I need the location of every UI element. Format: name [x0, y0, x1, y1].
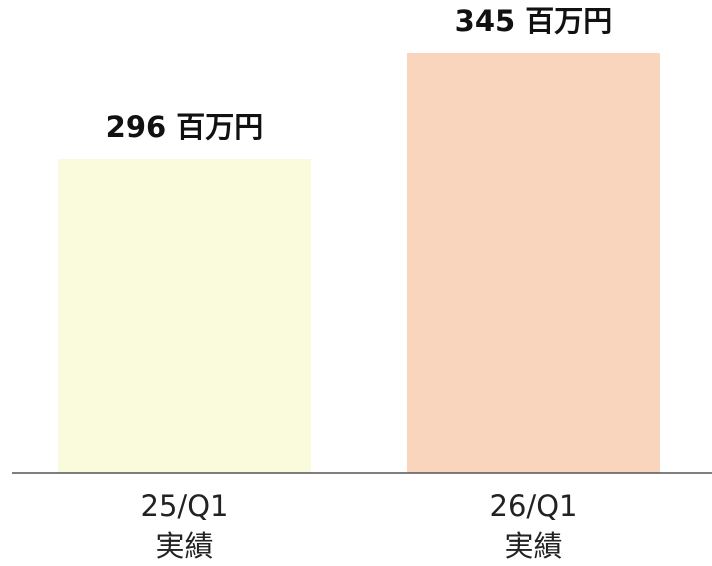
- value-label: 345 百万円: [455, 4, 613, 38]
- x-tick-label: 25/Q1 実績: [140, 489, 229, 563]
- value-label: 296 百万円: [106, 110, 264, 144]
- x-tick-label: 26/Q1 実績: [489, 489, 578, 563]
- bar: [58, 159, 311, 473]
- bar: [407, 52, 660, 474]
